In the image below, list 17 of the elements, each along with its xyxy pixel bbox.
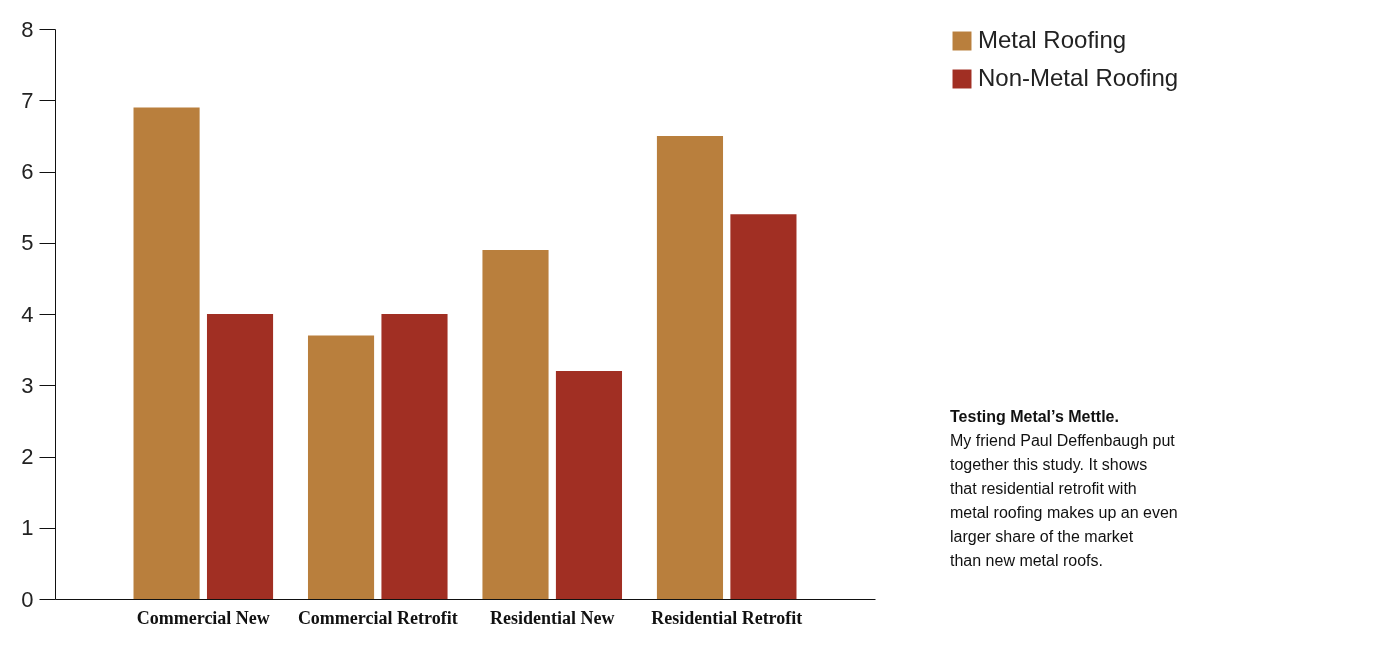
y-tick-label: 3 [21,372,34,398]
text: My friend Paul Deffenbaugh put together this study. It shows that residential retrofit with metal roofing makes up an even larger share of the market than new metal roofs. [950,432,1178,569]
legend-label: Metal Roofing [978,26,1127,53]
y-tick-label: 2 [21,444,34,469]
y-tick-label: 0 [21,586,34,612]
y-tick-label: 5 [21,230,34,256]
y-tick-label: 7 [21,87,34,113]
x-tick-label: Commercial Retrofit [297,607,458,628]
y-tick-label: 8 [21,16,34,42]
x-tick-label: Commercial New [136,607,270,628]
y-tick-label: 1 [21,515,34,541]
y-tick-label: 4 [21,301,34,327]
x-tick-label: Residential New [489,607,615,628]
legend-label: Non-Metal Roofing [978,64,1179,91]
text: Testing Metal’s Mettle. [950,408,1119,425]
x-tick-label: Residential Retrofit [651,607,803,628]
y-tick-label: 6 [21,159,34,184]
